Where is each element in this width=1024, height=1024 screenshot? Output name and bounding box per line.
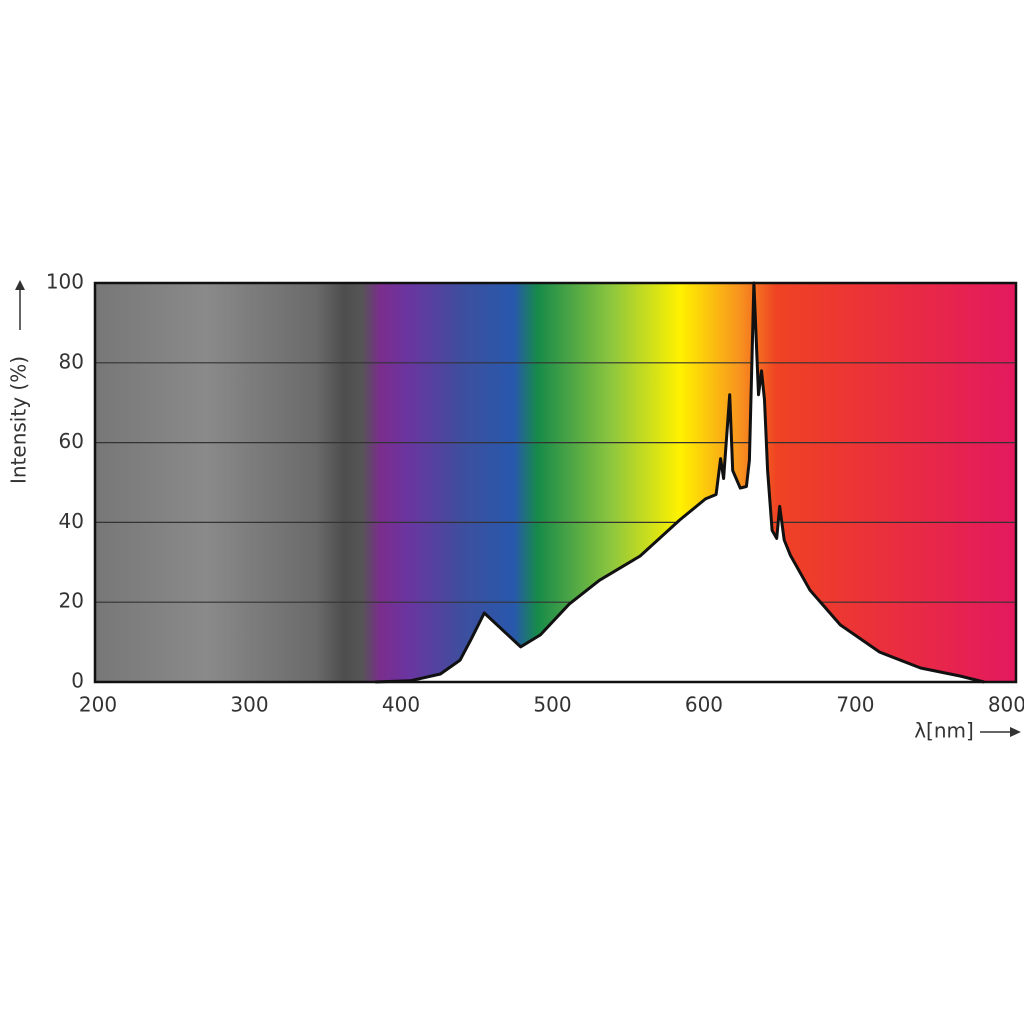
x-tick-label: 700 <box>836 693 874 717</box>
y-axis-label: Intensity (%) <box>7 356 31 484</box>
plot-frame <box>93 281 1018 684</box>
x-tick-label: 600 <box>685 693 723 717</box>
y-tick-label: 0 <box>71 669 84 693</box>
y-tick-label: 20 <box>59 589 84 613</box>
x-tick-label: 300 <box>230 693 268 717</box>
spectrum-background <box>95 283 1016 682</box>
x-axis-arrow <box>980 727 1021 737</box>
spectrum-curve <box>375 281 985 684</box>
x-tick-label: 500 <box>533 693 571 717</box>
y-tick-label: 40 <box>59 509 84 533</box>
x-axis-label: λ[nm] <box>914 719 974 743</box>
y-axis-arrow <box>15 280 25 330</box>
y-tick-label: 60 <box>59 429 84 453</box>
x-tick-label: 800 <box>988 693 1024 717</box>
area-fill <box>375 283 985 682</box>
y-tick-label: 100 <box>46 270 84 294</box>
y-tick-label: 80 <box>59 349 84 373</box>
x-tick-label: 200 <box>79 693 117 717</box>
x-tick-label: 400 <box>382 693 420 717</box>
